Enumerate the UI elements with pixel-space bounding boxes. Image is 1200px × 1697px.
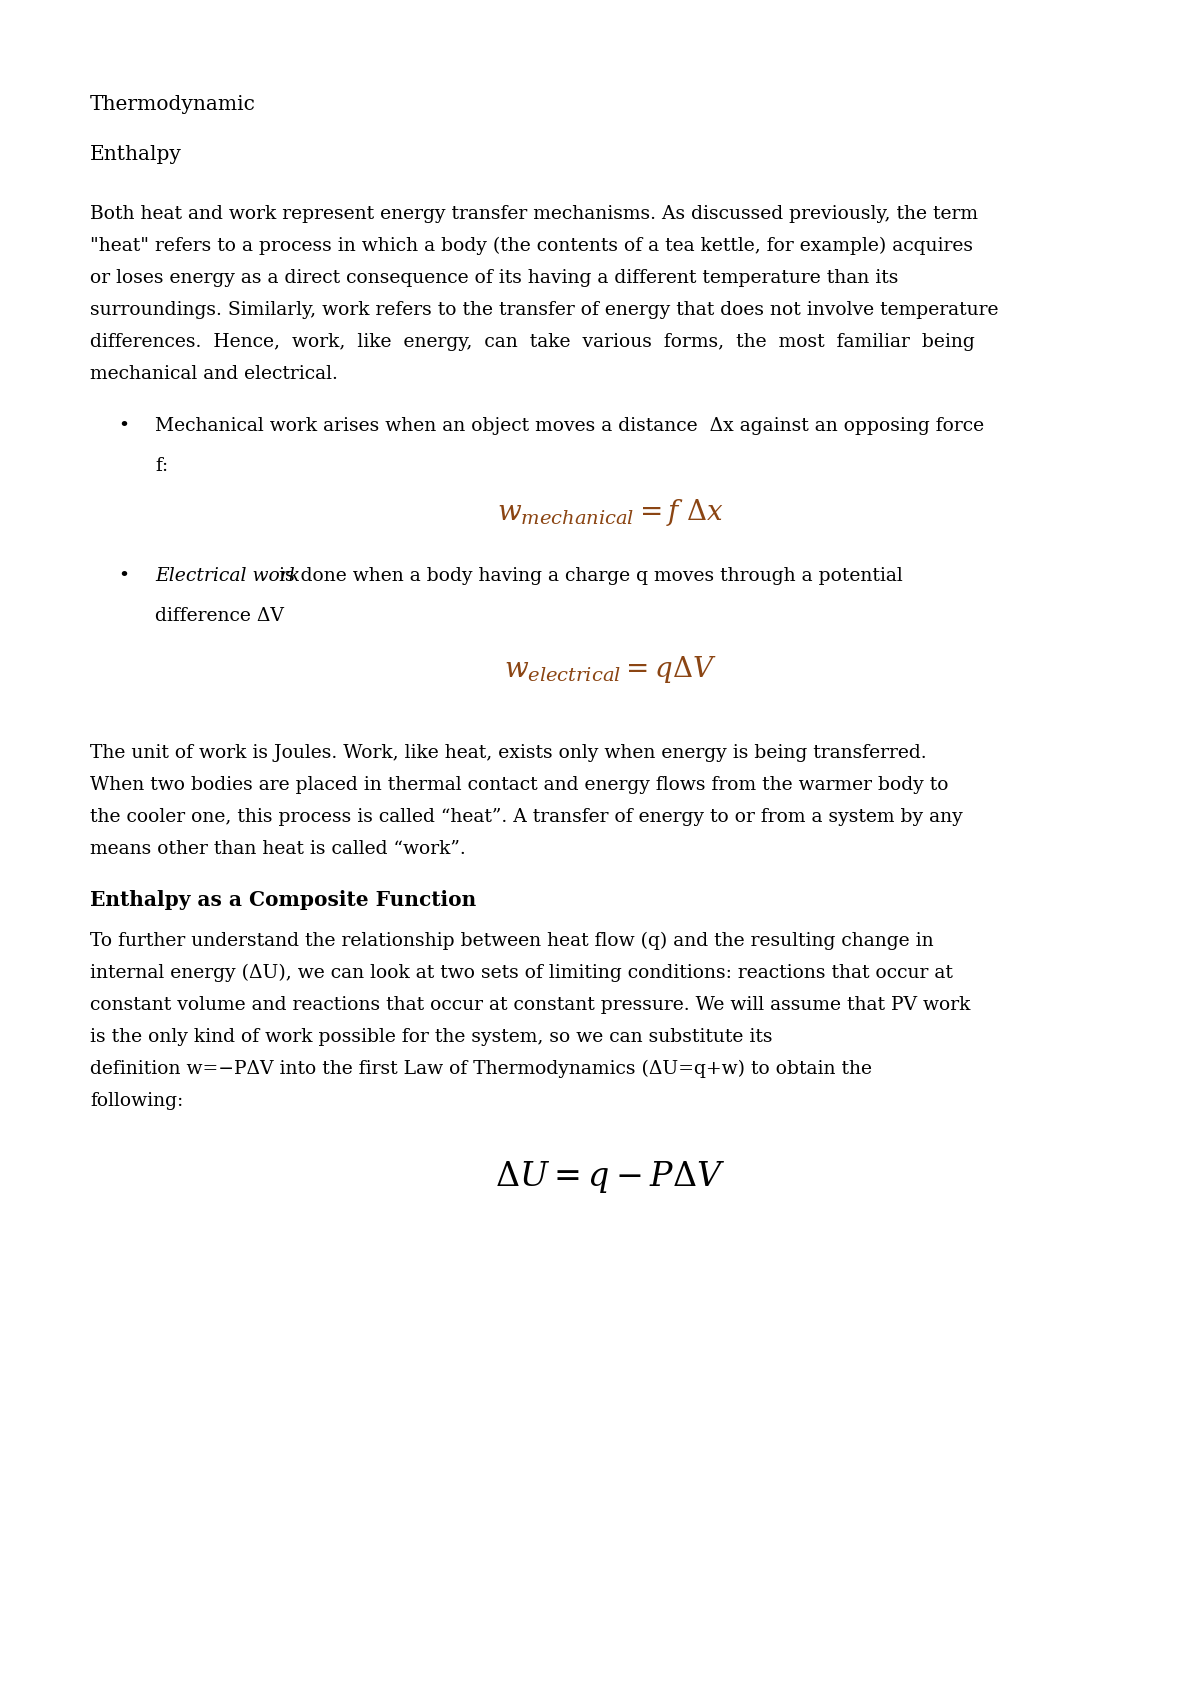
Text: f:: f: bbox=[155, 456, 168, 475]
Text: or loses energy as a direct consequence of its having a different temperature th: or loses energy as a direct consequence … bbox=[90, 270, 899, 287]
Text: $\Delta U = q - P\Delta V$: $\Delta U = q - P\Delta V$ bbox=[494, 1159, 725, 1195]
Text: means other than heat is called “work”.: means other than heat is called “work”. bbox=[90, 840, 466, 859]
Text: constant volume and reactions that occur at constant pressure. We will assume th: constant volume and reactions that occur… bbox=[90, 996, 971, 1015]
Text: •: • bbox=[118, 417, 130, 434]
Text: following:: following: bbox=[90, 1091, 184, 1110]
Text: internal energy (ΔU), we can look at two sets of limiting conditions: reactions : internal energy (ΔU), we can look at two… bbox=[90, 964, 953, 983]
Text: •: • bbox=[118, 567, 130, 585]
Text: surroundings. Similarly, work refers to the transfer of energy that does not inv: surroundings. Similarly, work refers to … bbox=[90, 300, 998, 319]
Text: Mechanical work arises when an object moves a distance  Δx against an opposing f: Mechanical work arises when an object mo… bbox=[155, 417, 984, 434]
Text: When two bodies are placed in thermal contact and energy flows from the warmer b: When two bodies are placed in thermal co… bbox=[90, 776, 948, 794]
Text: Enthalpy: Enthalpy bbox=[90, 144, 182, 165]
Text: is the only kind of work possible for the system, so we can substitute its: is the only kind of work possible for th… bbox=[90, 1028, 773, 1045]
Text: Thermodynamic: Thermodynamic bbox=[90, 95, 256, 114]
Text: definition w=−PΔV into the first Law of Thermodynamics (ΔU=q+w) to obtain the: definition w=−PΔV into the first Law of … bbox=[90, 1061, 872, 1078]
Text: difference ΔV: difference ΔV bbox=[155, 608, 284, 624]
Text: the cooler one, this process is called “heat”. A transfer of energy to or from a: the cooler one, this process is called “… bbox=[90, 808, 962, 826]
Text: The unit of work is Joules. Work, like heat, exists only when energy is being tr: The unit of work is Joules. Work, like h… bbox=[90, 743, 926, 762]
Text: mechanical and electrical.: mechanical and electrical. bbox=[90, 365, 338, 384]
Text: Electrical work: Electrical work bbox=[155, 567, 300, 585]
Text: To further understand the relationship between heat flow (q) and the resulting c: To further understand the relationship b… bbox=[90, 932, 934, 950]
Text: $w_{mechanical} = f\ \Delta x$: $w_{mechanical} = f\ \Delta x$ bbox=[497, 497, 724, 528]
Text: differences.  Hence,  work,  like  energy,  can  take  various  forms,  the  mos: differences. Hence, work, like energy, c… bbox=[90, 333, 974, 351]
Text: is done when a body having a charge q moves through a potential: is done when a body having a charge q mo… bbox=[274, 567, 902, 585]
Text: "heat" refers to a process in which a body (the contents of a tea kettle, for ex: "heat" refers to a process in which a bo… bbox=[90, 238, 973, 255]
Text: Both heat and work represent energy transfer mechanisms. As discussed previously: Both heat and work represent energy tran… bbox=[90, 205, 978, 222]
Text: $w_{electrical} = q\Delta V$: $w_{electrical} = q\Delta V$ bbox=[504, 653, 716, 686]
Text: Enthalpy as a Composite Function: Enthalpy as a Composite Function bbox=[90, 889, 476, 910]
